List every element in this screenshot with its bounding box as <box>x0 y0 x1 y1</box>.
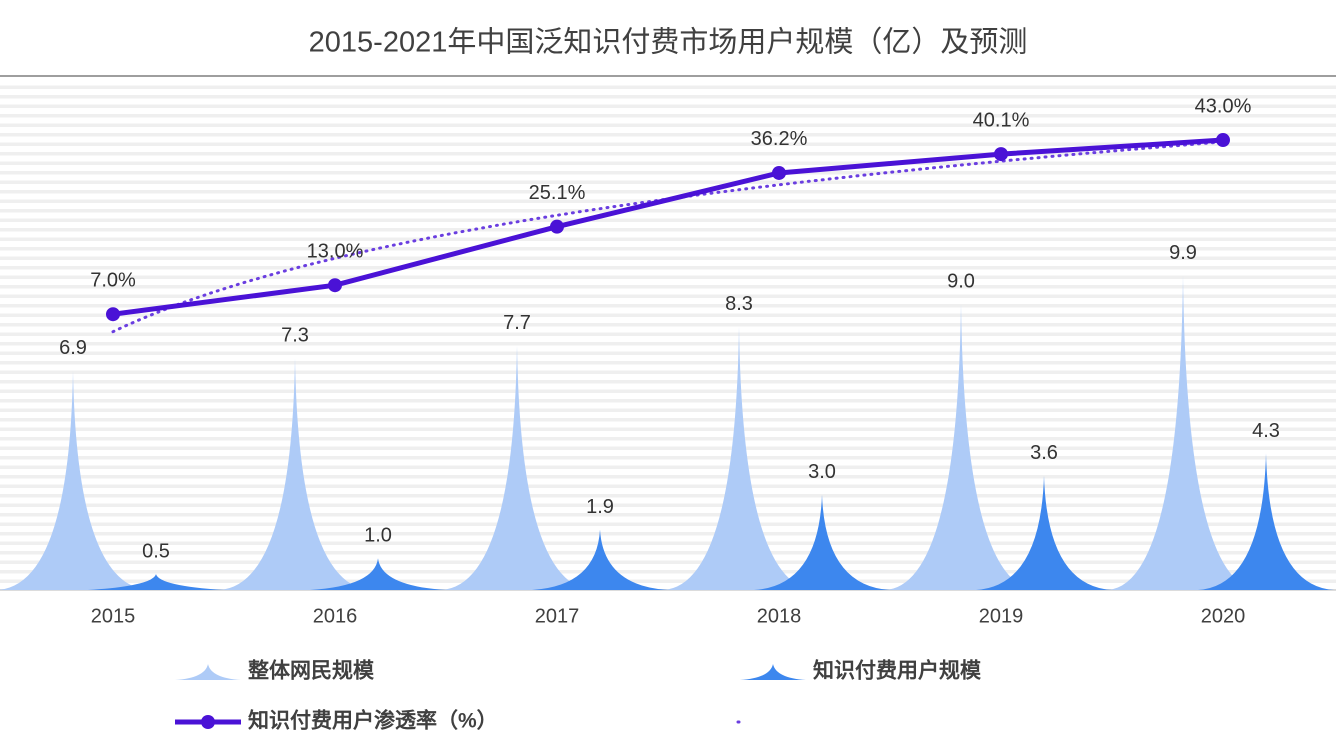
data-label: 7.0% <box>90 270 136 292</box>
x-tick-label: 2016 <box>313 605 358 627</box>
line-point <box>328 278 342 293</box>
legend-marker <box>740 664 806 680</box>
line-point <box>106 307 120 322</box>
spike-bar <box>1107 275 1259 590</box>
data-label: 13.0% <box>307 240 364 262</box>
data-label: 9.0 <box>947 271 975 293</box>
spike-bar <box>310 558 446 590</box>
spike-bar <box>754 494 890 590</box>
data-label: 36.2% <box>751 128 808 150</box>
legend-marker <box>201 715 215 729</box>
data-label: 43.0% <box>1195 95 1252 117</box>
x-tick-label: 2018 <box>757 605 802 627</box>
spike-bar <box>532 529 668 590</box>
data-label: 6.9 <box>59 337 87 359</box>
legend-label: 知识付费用户渗透率（%） <box>248 709 498 733</box>
spike-bar <box>0 370 149 590</box>
data-label: 8.3 <box>725 293 753 315</box>
data-label: 7.3 <box>281 325 309 347</box>
data-label: 1.9 <box>586 496 614 518</box>
spike-bar <box>88 574 224 590</box>
legend-label: 整体网民规模 <box>248 659 375 683</box>
legend-label: 知识付费用户规模 <box>813 659 982 683</box>
line-point <box>1216 133 1230 148</box>
spike-bar <box>663 326 815 590</box>
data-label: 7.7 <box>503 312 531 334</box>
plot-background <box>0 82 1336 590</box>
legend-marker <box>175 664 241 680</box>
data-label: 40.1% <box>973 109 1030 131</box>
chart-title: 2015-2021年中国泛知识付费市场用户规模（亿）及预测 <box>309 26 1028 59</box>
data-label: 9.9 <box>1169 242 1197 264</box>
spike-bar <box>885 304 1037 590</box>
data-label: 4.3 <box>1252 420 1280 442</box>
spike-bar <box>1198 453 1334 590</box>
x-tick-label: 2020 <box>1201 605 1246 627</box>
x-tick-label: 2015 <box>91 605 136 627</box>
spike-bar <box>441 345 593 590</box>
line-point <box>994 147 1008 162</box>
x-tick-label: 2019 <box>979 605 1024 627</box>
data-label: 0.5 <box>142 540 170 562</box>
data-label: 3.6 <box>1030 442 1058 464</box>
data-label: 1.0 <box>364 525 392 547</box>
data-label: 3.0 <box>808 461 836 483</box>
line <box>112 137 1224 317</box>
line-point <box>550 219 564 234</box>
data-label: 25.1% <box>529 182 586 204</box>
line-point <box>772 165 786 180</box>
x-tick-label: 2017 <box>535 605 580 627</box>
spike-bar <box>976 475 1112 590</box>
spike-bar <box>219 358 371 590</box>
